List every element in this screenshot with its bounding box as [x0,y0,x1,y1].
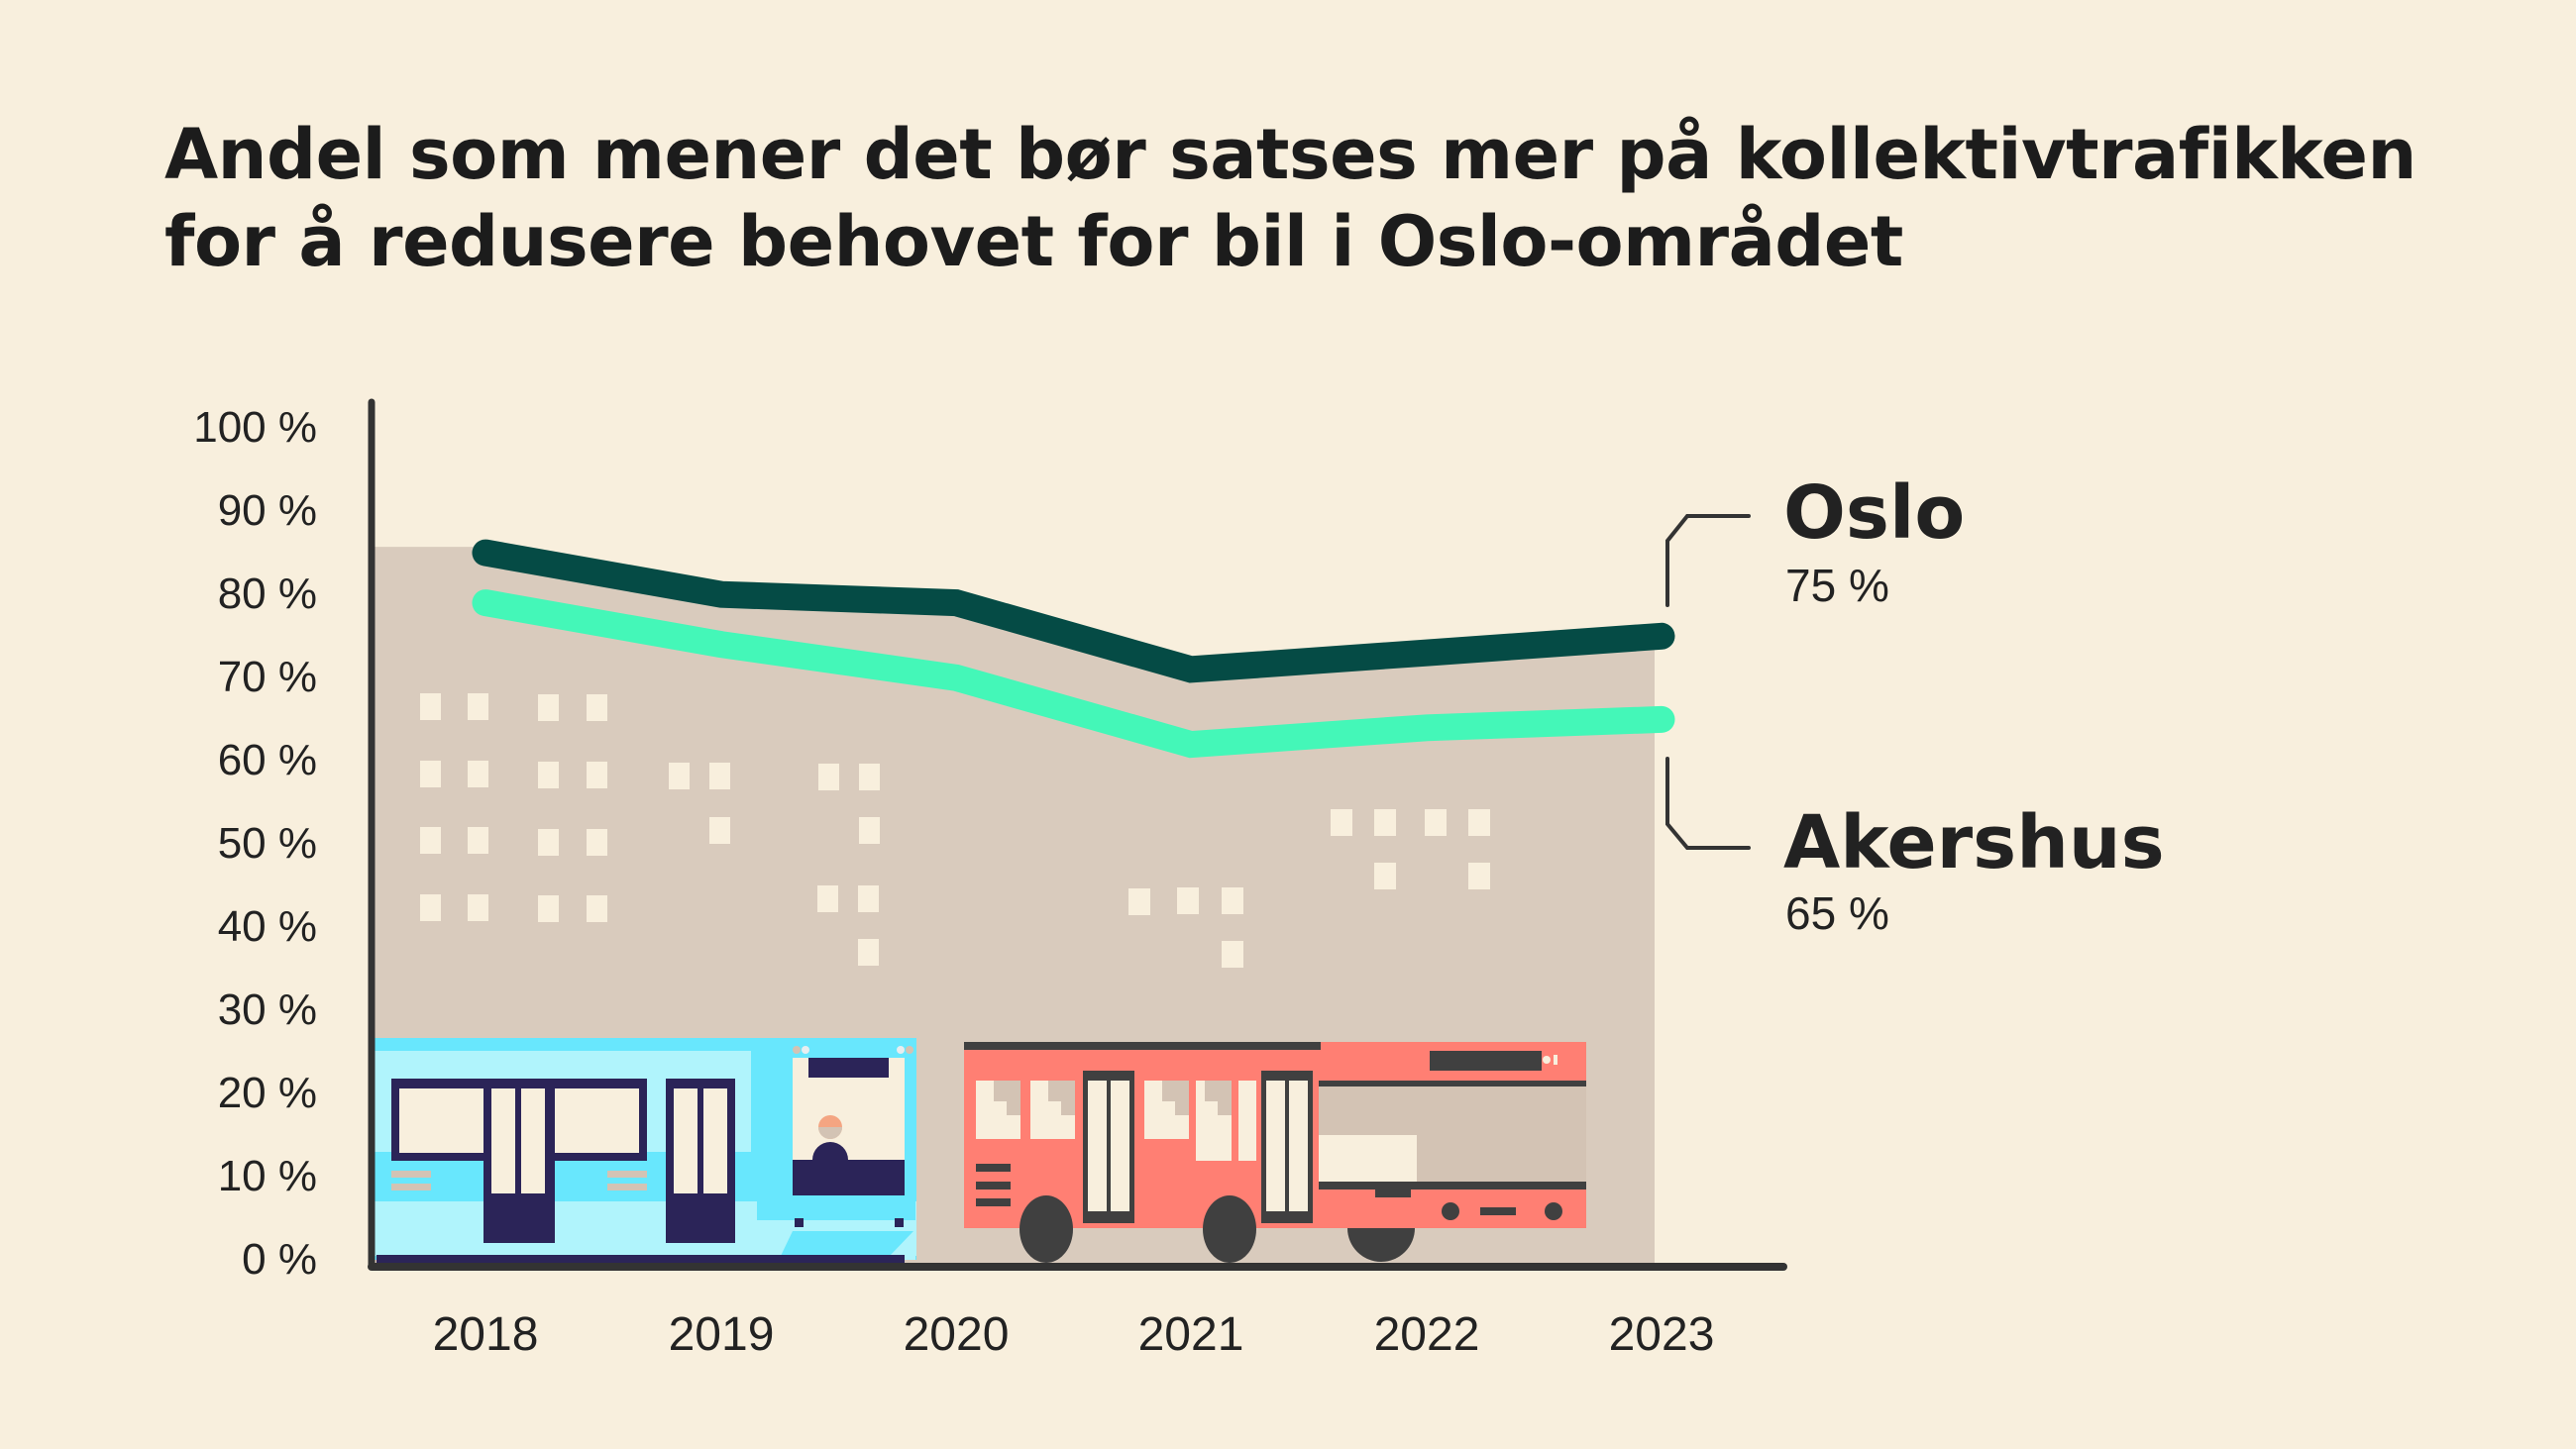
y-tick-label: 0 % [242,1235,317,1284]
x-tick-label: 2018 [432,1308,539,1361]
y-tick-label: 50 % [217,819,317,868]
legend-oslo-value: 75 % [1785,560,1889,611]
akershus-line [472,589,1675,759]
tram-illustration [375,1038,916,1263]
y-tick-label: 100 % [193,403,317,452]
y-tick-label: 30 % [217,985,317,1034]
x-tick-label: 2023 [1608,1308,1715,1361]
legend-oslo-name: Oslo [1783,470,1966,556]
y-tick-label: 20 % [217,1069,317,1117]
y-tick-label: 70 % [217,653,317,701]
y-tick-label: 40 % [217,902,317,951]
x-tick-label: 2022 [1373,1308,1480,1361]
x-tick-label: 2021 [1137,1308,1244,1361]
bus-illustration [964,1042,1586,1263]
legend-akershus-value: 65 % [1785,887,1889,939]
y-tick-label: 60 % [217,736,317,784]
chart-title-line-2: for å redusere behovet for bil i Oslo-om… [164,201,1903,282]
building-windows [420,693,1490,968]
chart-title: Andel som mener det bør satses mer på ko… [164,111,2416,285]
akershus-leader-line [1665,757,1751,850]
y-tick-label: 80 % [217,569,317,618]
oslo-leader-line [1665,514,1751,607]
y-tick-label: 10 % [217,1152,317,1200]
x-tick-label: 2019 [668,1308,775,1361]
oslo-line [472,539,1675,683]
x-tick-label: 2020 [903,1308,1010,1361]
y-tick-label: 90 % [217,486,317,535]
chart-title-line-1: Andel som mener det bør satses mer på ko… [164,114,2416,195]
legend-akershus-name: Akershus [1783,800,2165,885]
